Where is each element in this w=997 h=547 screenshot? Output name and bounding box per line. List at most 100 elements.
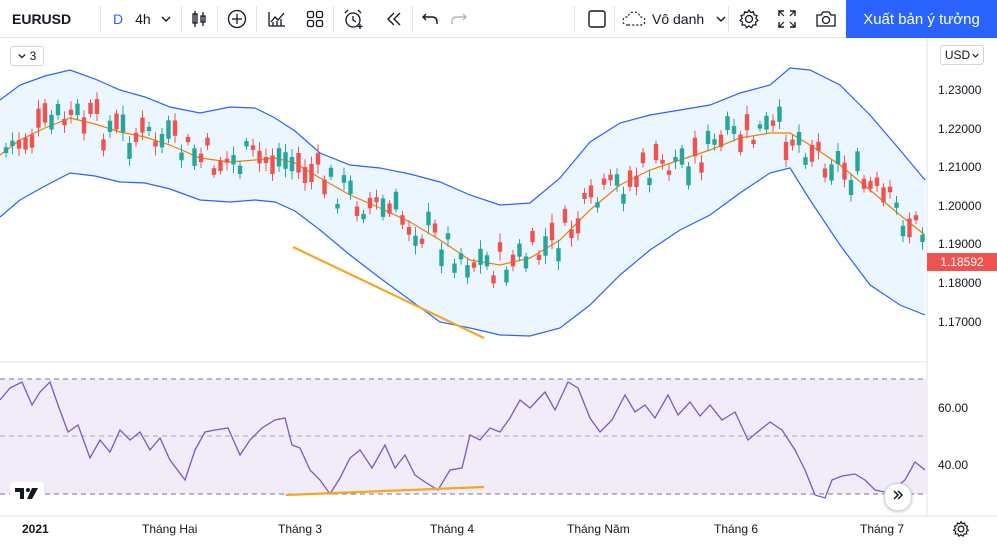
layout-name-menu[interactable]: Vô danh [622,0,726,38]
time-tick: Tháng 6 [714,522,758,536]
candle-body [348,180,353,195]
candle-body [68,109,74,115]
candle-body [341,175,347,183]
scroll-to-realtime-button[interactable] [884,483,912,511]
chart-canvas[interactable]: 1.23000 1.22000 1.21000 1.20000 1.19000 … [0,38,997,542]
candle-body [647,177,652,186]
rsi-trendline[interactable] [285,485,485,497]
time-axis[interactable]: 2021 Tháng Hai Tháng 3 Tháng 4 Tháng Năm… [22,522,904,536]
candle-body [328,167,334,177]
compare-button[interactable] [226,0,248,38]
candle-body [517,243,522,257]
candle-body [224,158,230,163]
chart-area[interactable]: 1.23000 1.22000 1.21000 1.20000 1.19000 … [0,38,997,542]
candle-body [413,235,418,246]
select-layout-button[interactable] [587,0,607,38]
candle-body [588,185,594,198]
chart-settings-button[interactable] [952,520,970,538]
candle-body [75,103,80,116]
candle-body [231,155,236,165]
currency-selector[interactable]: USD [940,45,984,65]
candle-body [426,211,431,226]
replay-button[interactable] [384,0,404,38]
candle-body [62,118,67,126]
interval-unit: D [113,11,124,27]
last-price: 1.18592 [940,255,984,269]
candle-body [894,202,899,208]
candle-body [159,133,165,148]
settings-button[interactable] [738,0,760,38]
candle-body [3,147,9,154]
candle-body [744,114,750,131]
price-tick: 1.20000 [938,199,982,213]
candle-body [107,120,113,132]
candle-body [783,141,789,161]
candle-body [764,115,769,130]
toolbar-divider [614,6,615,32]
candle-body [595,202,600,208]
templates-icon [305,9,325,29]
redo-icon [450,10,468,28]
candle-body [868,180,873,189]
undo-button[interactable] [421,0,439,38]
interval-selector[interactable]: D 4h [113,0,171,38]
price-trendline[interactable] [292,246,485,339]
candle-body [322,179,327,195]
candle-body [738,134,743,152]
candle-body [705,130,711,145]
bar-style-icon [189,9,209,29]
candle-body [16,140,22,149]
bollinger-upper-line [0,67,926,206]
candle-body [673,157,678,162]
fullscreen-button[interactable] [777,0,797,38]
publish-label: Xuất bản ý tưởng [863,10,980,28]
candle-body [374,197,379,203]
toolbar-divider [181,6,182,32]
candle-body [816,141,821,151]
chevron-down-icon [716,14,726,24]
candle-body [296,152,301,173]
candle-body [211,168,217,175]
candle-body [257,150,262,164]
redo-button[interactable] [450,0,468,38]
candle-body [315,153,321,165]
indicators-button[interactable] [266,0,288,38]
candle-body [874,177,880,186]
candle-body [556,248,561,262]
tradingview-logo[interactable] [10,482,44,504]
bar-style-button[interactable] [189,0,209,38]
templates-button[interactable] [305,0,325,38]
toolbar-divider [100,6,101,32]
symbol-search[interactable]: EURUSD [12,0,71,38]
last-price-label: 1.18592 [927,253,997,271]
candle-body [497,242,503,252]
publish-idea-button[interactable]: Xuất bản ý tưởng [846,0,997,38]
candle-body [114,113,119,130]
candle-body [432,223,438,233]
candle-body [250,145,256,150]
candle-body [445,233,451,240]
candle-body [380,198,386,217]
candle-body [198,153,204,163]
snapshot-button[interactable] [815,0,837,38]
candle-body [484,255,490,267]
time-tick: Tháng 7 [860,522,904,536]
candle-body [543,236,548,256]
candle-body [302,167,308,184]
candle-body [185,136,191,143]
alert-button[interactable] [342,0,366,38]
candle-body [829,164,834,181]
gear-icon [952,520,970,542]
top-toolbar: EURUSD D 4h [0,0,997,38]
price-axis[interactable]: 1.23000 1.22000 1.21000 1.20000 1.19000 … [938,83,982,472]
candle-body [627,170,633,187]
candlestick-series [3,92,925,288]
candle-body [283,152,288,169]
toolbar-divider [256,6,257,32]
indicators-icon [266,8,288,30]
indicator-toggle[interactable]: 3 [10,46,44,66]
candle-body [270,155,275,174]
candle-body [608,174,613,181]
price-tick: 1.19000 [938,237,982,251]
candle-body [530,230,535,243]
